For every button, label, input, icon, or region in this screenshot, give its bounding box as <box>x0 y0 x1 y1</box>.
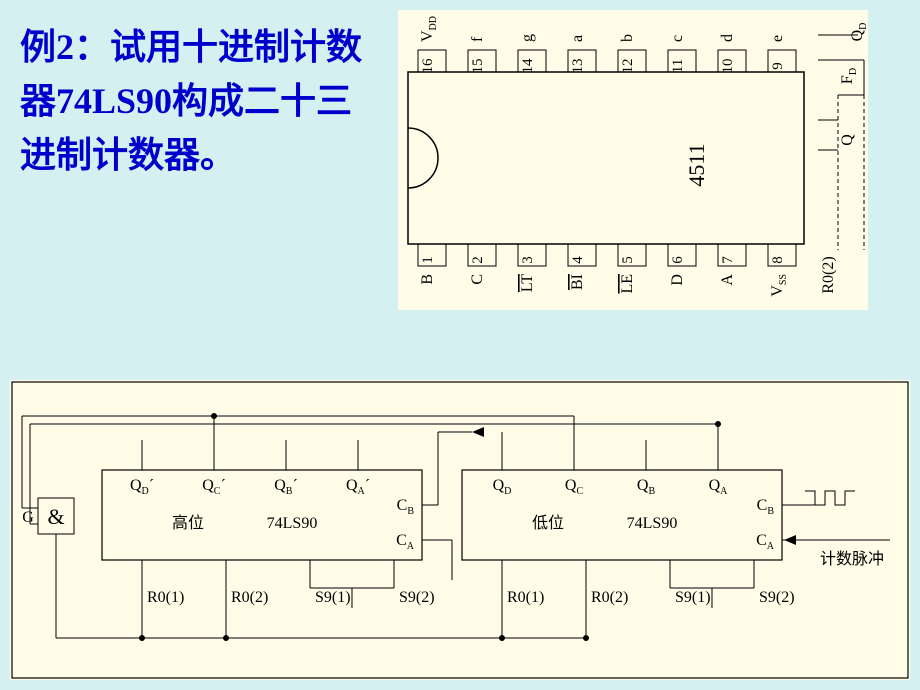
svg-text:VDD: VDD <box>419 16 439 42</box>
svg-text:D: D <box>669 274 686 286</box>
svg-text:高位: 高位 <box>172 514 204 532</box>
svg-text:&: & <box>47 504 64 529</box>
svg-text:R0(2): R0(2) <box>591 589 628 606</box>
svg-text:QA: QA <box>709 477 729 497</box>
svg-text:6: 6 <box>670 256 686 264</box>
svg-text:LT: LT <box>519 274 536 292</box>
svg-text:C: C <box>469 274 486 285</box>
svg-text:B: B <box>419 274 436 285</box>
svg-text:74LS90: 74LS90 <box>627 515 678 532</box>
svg-text:b: b <box>619 34 636 42</box>
svg-text:14: 14 <box>520 58 536 74</box>
svg-text:16: 16 <box>420 58 436 74</box>
svg-text:10: 10 <box>720 59 736 74</box>
svg-text:A: A <box>719 274 736 286</box>
svg-text:计数脉冲: 计数脉冲 <box>820 550 884 568</box>
svg-text:LE: LE <box>619 274 636 294</box>
svg-text:8: 8 <box>770 256 786 264</box>
svg-text:3: 3 <box>520 256 536 264</box>
svg-text:S9(2): S9(2) <box>399 589 435 606</box>
svg-text:11: 11 <box>670 59 686 73</box>
svg-text:S9(1): S9(1) <box>675 589 711 606</box>
svg-text:R0(2): R0(2) <box>231 589 268 606</box>
svg-text:9: 9 <box>770 62 786 70</box>
svg-text:VSS: VSS <box>769 274 789 297</box>
svg-text:QD´: QD´ <box>130 477 154 497</box>
svg-text:QC´: QC´ <box>202 477 226 497</box>
svg-text:12: 12 <box>620 59 636 74</box>
svg-text:2: 2 <box>470 256 486 264</box>
svg-text:R0(1): R0(1) <box>147 589 184 606</box>
circuit-diagram: G& 高位 74LS90 低位 74LS90 QD´ QC´ QB´ QA´ QD QC QB QA CB… <box>10 380 910 680</box>
svg-text:c: c <box>669 35 686 42</box>
svg-text:Q: Q <box>839 134 856 146</box>
svg-text:g: g <box>519 34 536 42</box>
svg-text:S9(1): S9(1) <box>315 589 351 606</box>
svg-text:QD: QD <box>849 23 868 42</box>
svg-text:5: 5 <box>620 256 636 264</box>
svg-text:CA: CA <box>756 532 775 552</box>
svg-text:QB´: QB´ <box>274 477 298 497</box>
svg-text:e: e <box>769 35 786 42</box>
svg-text:4: 4 <box>570 256 586 264</box>
svg-text:S9(2): S9(2) <box>759 589 795 606</box>
svg-text:G: G <box>22 509 34 526</box>
svg-text:FD: FD <box>839 68 859 84</box>
svg-text:d: d <box>719 34 736 42</box>
svg-text:4511: 4511 <box>684 143 709 186</box>
svg-text:f: f <box>469 36 486 42</box>
svg-text:BI: BI <box>569 274 586 290</box>
title-text: 例2：试用十进制计数器74LS90构成二十三进制计数器。 <box>20 20 380 182</box>
svg-text:QD: QD <box>493 477 512 497</box>
svg-text:R0(2): R0(2) <box>820 256 837 293</box>
svg-text:QC: QC <box>565 477 584 497</box>
svg-text:低位: 低位 <box>532 514 564 532</box>
svg-text:CB: CB <box>397 497 415 517</box>
svg-text:QB: QB <box>637 477 656 497</box>
svg-text:15: 15 <box>470 59 486 74</box>
svg-text:7: 7 <box>720 256 736 264</box>
ic-4511-diagram: 4511 16 VDD 15 f 14 g 13 a 12 b 11 c 10 d 9 e 1 B 2 C 3 LT 4 BI 5… <box>398 10 868 310</box>
svg-text:CB: CB <box>757 497 775 517</box>
svg-text:13: 13 <box>570 59 586 74</box>
svg-text:R0(1): R0(1) <box>507 589 544 606</box>
svg-text:74LS90: 74LS90 <box>267 515 318 532</box>
svg-text:CA: CA <box>396 532 415 552</box>
svg-text:a: a <box>569 35 586 42</box>
svg-text:QA´: QA´ <box>346 477 370 497</box>
svg-text:1: 1 <box>420 256 436 264</box>
